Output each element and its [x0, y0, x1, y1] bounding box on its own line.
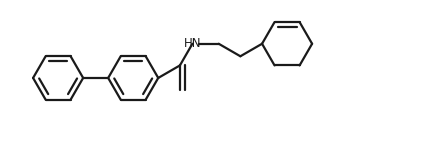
Text: HN: HN [184, 37, 201, 50]
